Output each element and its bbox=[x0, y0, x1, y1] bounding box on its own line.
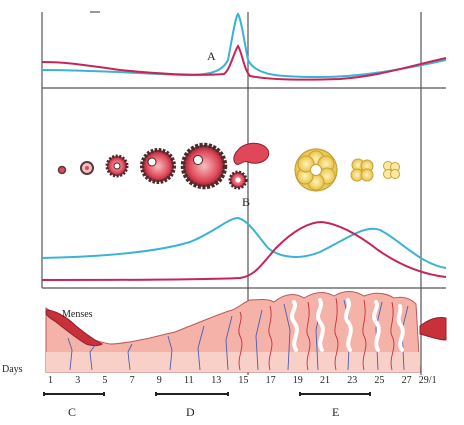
day-tick-4: 9 bbox=[157, 375, 162, 386]
estrogen-curve bbox=[41, 216, 447, 269]
bracket-D bbox=[155, 392, 229, 396]
corpus-albicans bbox=[383, 161, 400, 179]
label-D: D bbox=[186, 405, 195, 419]
primary-follicle-oocyte bbox=[85, 166, 89, 170]
follicle-development-icons bbox=[57, 142, 270, 190]
corpus-luteum-regressing bbox=[350, 158, 374, 182]
endometrium-base bbox=[46, 352, 420, 372]
day-tick-5: 11 bbox=[184, 375, 194, 386]
day-tick-labels: 1 3 5 7 9 11 13 15 17 19 21 23 25 27 29/1 bbox=[48, 375, 437, 386]
primordial-follicle-icon bbox=[57, 165, 67, 175]
mature-follicle-icon bbox=[180, 142, 228, 190]
bracket-E bbox=[299, 392, 371, 396]
fsh-curve bbox=[41, 44, 447, 81]
released-oocyte-center bbox=[235, 177, 241, 183]
mature-follicle-oocyte bbox=[193, 155, 203, 165]
spiral-arteries bbox=[238, 297, 395, 371]
day-tick-7: 15 bbox=[238, 375, 248, 386]
endometrium-tissue bbox=[45, 291, 421, 373]
day-tick-12: 25 bbox=[374, 375, 384, 386]
label-A: A bbox=[207, 49, 216, 63]
secondary-follicle-oocyte bbox=[113, 162, 121, 170]
endometrium-lining-icon: Menses bbox=[45, 291, 447, 373]
antral-follicle-oocyte bbox=[147, 157, 157, 167]
day-tick-10: 21 bbox=[320, 375, 330, 386]
ruptured-follicle-icon bbox=[233, 142, 270, 165]
days-axis: Days 1 3 5 7 9 11 13 15 17 19 21 23 25 27 29/1 bbox=[2, 364, 437, 386]
day-tick-2: 5 bbox=[102, 375, 107, 386]
label-C: C bbox=[68, 405, 76, 419]
label-B: B bbox=[242, 195, 250, 209]
corpus-luteum-icon bbox=[294, 148, 400, 192]
day-tick-9: 19 bbox=[293, 375, 303, 386]
menses-flow-next bbox=[419, 317, 447, 341]
bracket-C bbox=[43, 392, 105, 396]
day-tick-14: 29/1 bbox=[419, 375, 437, 386]
label-menses: Menses bbox=[62, 309, 93, 320]
glands bbox=[290, 298, 405, 352]
day-tick-0: 1 bbox=[48, 375, 53, 386]
day-tick-13: 27 bbox=[402, 375, 412, 386]
pituitary-hormone-panel: A bbox=[41, 12, 447, 81]
antral-follicle-icon bbox=[140, 148, 176, 184]
day-tick-8: 17 bbox=[266, 375, 276, 386]
phase-brackets bbox=[43, 392, 371, 396]
day-tick-3: 7 bbox=[130, 375, 135, 386]
days-label: Days bbox=[2, 364, 23, 375]
day-tick-11: 23 bbox=[347, 375, 357, 386]
day-tick-1: 3 bbox=[75, 375, 80, 386]
corpus-luteum-mature bbox=[294, 148, 338, 192]
menses-flow bbox=[45, 309, 104, 346]
label-E: E bbox=[332, 405, 339, 419]
ovarian-hormone-curves bbox=[41, 216, 447, 281]
day-tick-6: 13 bbox=[211, 375, 221, 386]
ovarian-cycle-panel: B bbox=[57, 142, 400, 209]
progesterone-curve bbox=[41, 220, 447, 281]
